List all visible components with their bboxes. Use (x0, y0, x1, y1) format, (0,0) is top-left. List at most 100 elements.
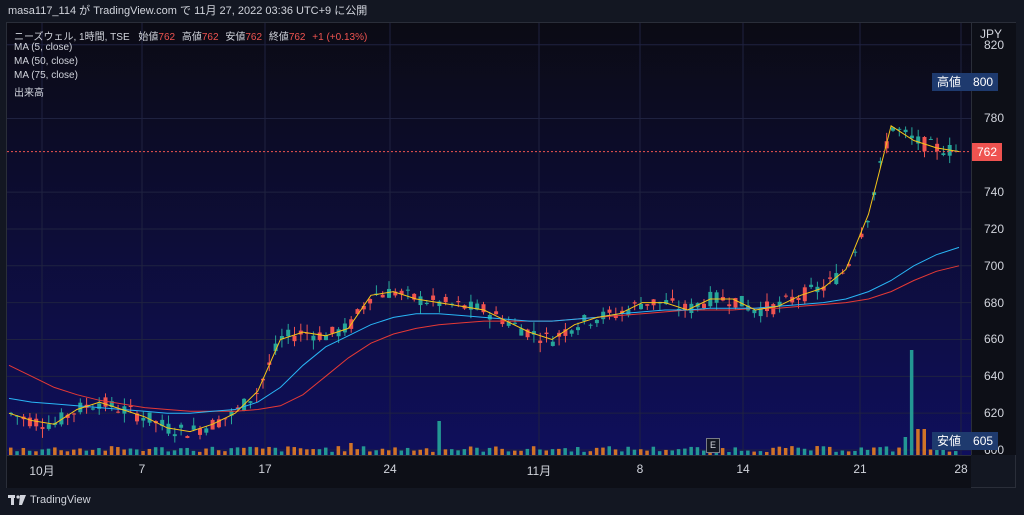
volume-bar (368, 451, 372, 455)
volume-bar (324, 447, 328, 455)
volume-bar (191, 450, 196, 455)
volume-bar (305, 449, 309, 455)
volume-bar (758, 451, 763, 455)
candle-body (185, 436, 190, 438)
legend-change: +1 (+0.13%) (312, 32, 368, 43)
volume-bar (393, 447, 397, 455)
volume-bar (437, 421, 441, 455)
candle-body (191, 425, 196, 430)
candle-body (387, 288, 391, 298)
currency-unit: JPY (980, 27, 1003, 41)
volume-bar (594, 447, 599, 455)
candle-body (601, 311, 606, 320)
volume-bar (607, 446, 611, 455)
candle-body (777, 301, 782, 306)
price-tick-label: 740 (983, 185, 1004, 200)
volume-bar (947, 451, 952, 455)
legend-open-value: 762 (158, 32, 176, 43)
volume-bar (210, 446, 215, 455)
footer-brand[interactable]: TradingView (8, 494, 91, 506)
candle-body (796, 297, 801, 301)
candle-body (229, 411, 234, 416)
volume-bar (828, 446, 832, 455)
tradingview-logo-icon (8, 495, 26, 505)
candle-body (664, 300, 669, 305)
legend-close-value: 762 (288, 32, 306, 43)
volume-bar (727, 451, 731, 455)
price-tag-value: 762 (977, 144, 998, 159)
volume-bar (909, 350, 914, 455)
candle-body (809, 284, 814, 288)
candle-body (103, 397, 108, 407)
legend-low-value: 762 (245, 32, 263, 43)
volume-bar (481, 451, 485, 455)
volume-bar (380, 448, 385, 455)
candle-body (771, 304, 776, 315)
grid-lines (7, 23, 971, 455)
candle-body (179, 424, 184, 428)
volume-bar (878, 447, 882, 455)
volume-bar (424, 448, 429, 455)
volume-bar (160, 447, 164, 455)
chart-background (7, 23, 971, 455)
volume-bar (298, 448, 303, 455)
price-tag-last: 762 (972, 142, 1003, 161)
candle-body (733, 297, 738, 308)
volume-bar (342, 451, 347, 455)
volume-bar (311, 449, 315, 455)
candle-body (59, 412, 64, 425)
volume-bar (689, 446, 693, 455)
price-tag-value: 605 (973, 433, 994, 448)
legend-high-value: 762 (201, 32, 219, 43)
time-axis[interactable]: 10月 7 17 24 11月 8 14 21 28 (7, 455, 971, 488)
volume-bar (399, 450, 404, 455)
volume-bar (531, 446, 536, 455)
volume-bar (387, 450, 391, 455)
volume-bar (695, 447, 700, 455)
volume-bar (53, 447, 57, 455)
candle-body (828, 277, 832, 279)
candle-body (166, 423, 171, 434)
volume-bar (456, 450, 460, 455)
legend-ma5[interactable]: MA (5, close) (14, 42, 73, 53)
legend-ma75[interactable]: MA (75, close) (14, 70, 78, 81)
volume-bar (97, 448, 101, 455)
price-axis[interactable]: 820 780 740 720 700 680 660 640 620 600 (971, 23, 1016, 457)
candle-body (336, 329, 341, 337)
volume-bar (267, 446, 271, 455)
candle-body (909, 135, 914, 139)
candle-body (412, 293, 417, 300)
volume-bar (639, 449, 643, 455)
candle-body (437, 301, 442, 307)
volume-bar (809, 450, 813, 455)
earnings-event-marker[interactable]: E (706, 438, 720, 453)
volume-bar (418, 449, 422, 455)
volume-bar (903, 437, 908, 455)
volume-bar (651, 446, 656, 455)
volume-bar (916, 429, 920, 455)
volume-bar (941, 446, 945, 455)
price-tick-label: 780 (983, 111, 1004, 126)
candle-body (739, 296, 744, 307)
volume-bar (248, 446, 252, 455)
volume-bar (286, 446, 290, 455)
volume-bar (223, 451, 227, 455)
volume-bar (90, 449, 95, 455)
candle-body (865, 220, 870, 223)
candle-body (330, 326, 335, 334)
candle-body (311, 335, 316, 341)
legend-ma50[interactable]: MA (50, close) (14, 56, 78, 67)
publish-header: masa117_114 が TradingView.com で 11月 27, … (0, 0, 1024, 22)
candle-body (506, 321, 511, 326)
legend-volume[interactable]: 出来高 (14, 88, 44, 99)
volume-bar (40, 449, 44, 455)
candle-body (519, 328, 524, 336)
price-chart[interactable] (7, 23, 971, 455)
volume-bar (834, 451, 838, 455)
volume-bar (582, 451, 586, 455)
candle-body (40, 427, 45, 429)
volume-bar (664, 449, 668, 455)
volume-bar (513, 450, 517, 455)
volume-bar (9, 447, 13, 455)
candle-body (468, 301, 473, 310)
